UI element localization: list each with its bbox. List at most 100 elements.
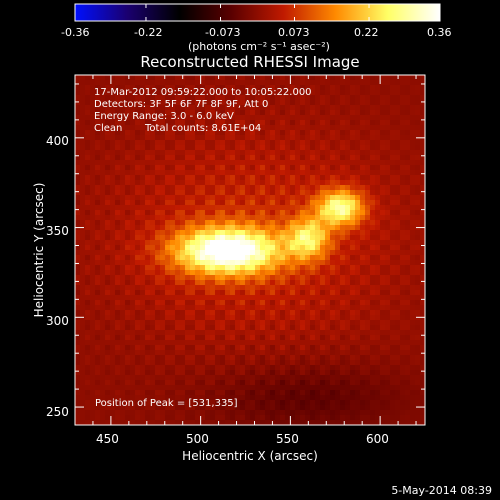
heatmap-cell bbox=[230, 350, 236, 356]
heatmap-cell bbox=[130, 95, 136, 101]
heatmap-cell bbox=[120, 320, 126, 326]
heatmap-cell bbox=[335, 310, 341, 316]
heatmap-cell bbox=[120, 75, 126, 81]
heatmap-cell bbox=[80, 110, 86, 116]
heatmap-cell bbox=[180, 95, 186, 101]
heatmap-cell bbox=[120, 250, 126, 256]
heatmap-cell bbox=[355, 100, 361, 106]
heatmap-cell bbox=[195, 315, 201, 321]
heatmap-cell bbox=[320, 285, 326, 291]
heatmap-cell bbox=[75, 185, 81, 191]
heatmap-cell bbox=[350, 90, 356, 96]
heatmap-cell bbox=[295, 185, 301, 191]
heatmap-cell bbox=[165, 190, 171, 196]
heatmap-cell bbox=[90, 140, 96, 146]
heatmap-cell bbox=[120, 395, 126, 401]
heatmap-cell bbox=[375, 165, 381, 171]
heatmap-cell bbox=[175, 165, 181, 171]
heatmap-cell bbox=[105, 285, 111, 291]
heatmap-cell bbox=[115, 150, 121, 156]
heatmap-cell bbox=[170, 195, 176, 201]
heatmap-cell bbox=[160, 390, 166, 396]
heatmap-cell bbox=[265, 250, 271, 256]
heatmap-cell bbox=[310, 325, 316, 331]
heatmap-cell bbox=[200, 420, 206, 425]
heatmap-cell bbox=[205, 180, 211, 186]
heatmap-cell bbox=[330, 205, 336, 211]
heatmap-cell bbox=[120, 180, 126, 186]
heatmap-cell bbox=[140, 195, 146, 201]
heatmap-cell bbox=[175, 170, 181, 176]
heatmap-cell bbox=[90, 190, 96, 196]
heatmap-cell bbox=[95, 290, 101, 296]
heatmap-cell bbox=[130, 360, 136, 366]
heatmap-cell bbox=[230, 420, 236, 425]
heatmap-cell bbox=[300, 225, 306, 231]
heatmap-cell bbox=[200, 405, 206, 411]
heatmap-cell bbox=[365, 295, 371, 301]
heatmap-cell bbox=[80, 345, 86, 351]
heatmap-cell bbox=[270, 105, 276, 111]
heatmap-cell bbox=[380, 355, 386, 361]
heatmap-cell bbox=[355, 285, 361, 291]
heatmap-cell bbox=[335, 205, 341, 211]
heatmap-cell bbox=[385, 370, 391, 376]
heatmap-cell bbox=[265, 345, 271, 351]
heatmap-cell bbox=[170, 300, 176, 306]
heatmap-cell bbox=[135, 345, 141, 351]
heatmap-cell bbox=[385, 400, 391, 406]
heatmap-cell bbox=[385, 280, 391, 286]
heatmap-cell bbox=[180, 325, 186, 331]
heatmap-cell bbox=[315, 220, 321, 226]
heatmap-cell bbox=[90, 100, 96, 106]
heatmap-cell bbox=[220, 225, 226, 231]
heatmap-cell bbox=[175, 95, 181, 101]
heatmap-cell bbox=[295, 350, 301, 356]
heatmap-cell bbox=[315, 365, 321, 371]
heatmap-cell bbox=[240, 150, 246, 156]
heatmap-cell bbox=[95, 210, 101, 216]
heatmap-cell bbox=[275, 255, 281, 261]
heatmap-cell bbox=[185, 270, 191, 276]
heatmap-cell bbox=[295, 130, 301, 136]
heatmap-cell bbox=[420, 120, 425, 126]
heatmap-cell bbox=[345, 335, 351, 341]
heatmap-cell bbox=[120, 80, 126, 86]
heatmap-cell bbox=[340, 90, 346, 96]
heatmap-cell bbox=[275, 305, 281, 311]
heatmap-cell bbox=[140, 405, 146, 411]
heatmap-cell bbox=[380, 195, 386, 201]
heatmap-cell bbox=[180, 395, 186, 401]
heatmap-cell bbox=[160, 415, 166, 421]
heatmap-cell bbox=[405, 415, 411, 421]
heatmap-cell bbox=[105, 140, 111, 146]
heatmap-cell bbox=[405, 390, 411, 396]
heatmap-cell bbox=[95, 100, 101, 106]
heatmap-cell bbox=[335, 150, 341, 156]
heatmap-cell bbox=[410, 350, 416, 356]
heatmap-cell bbox=[260, 75, 266, 81]
heatmap-cell bbox=[320, 95, 326, 101]
heatmap-cell bbox=[375, 375, 381, 381]
heatmap-cell bbox=[335, 200, 341, 206]
heatmap-cell bbox=[285, 330, 291, 336]
heatmap-cell bbox=[230, 185, 236, 191]
heatmap-cell bbox=[240, 95, 246, 101]
heatmap-cell bbox=[165, 245, 171, 251]
heatmap-cell bbox=[330, 170, 336, 176]
heatmap-cell bbox=[205, 285, 211, 291]
heatmap-cell bbox=[115, 305, 121, 311]
heatmap-cell bbox=[395, 140, 401, 146]
heatmap-cell bbox=[335, 340, 341, 346]
heatmap-cell bbox=[265, 170, 271, 176]
heatmap-cell bbox=[250, 185, 256, 191]
heatmap-cell bbox=[395, 145, 401, 151]
heatmap-cell bbox=[365, 195, 371, 201]
heatmap-cell bbox=[170, 130, 176, 136]
heatmap-cell bbox=[130, 265, 136, 271]
heatmap-cell bbox=[140, 120, 146, 126]
heatmap-cell bbox=[105, 240, 111, 246]
heatmap-cell bbox=[305, 90, 311, 96]
heatmap-cell bbox=[280, 290, 286, 296]
heatmap-cell bbox=[420, 125, 425, 131]
